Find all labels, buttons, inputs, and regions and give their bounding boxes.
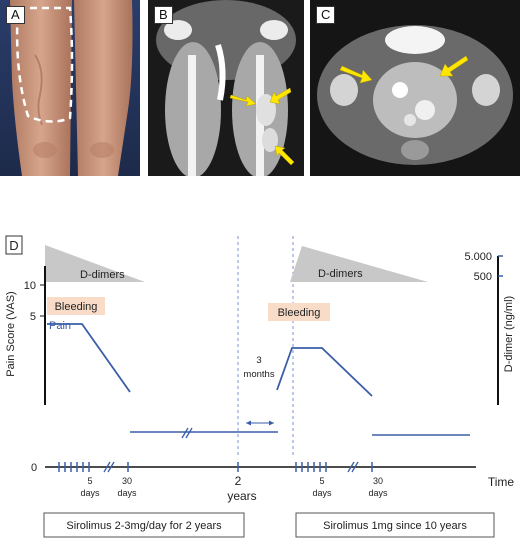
tick-label-5-2: 5	[319, 476, 324, 486]
panel-b-mri-coronal: B	[148, 0, 304, 176]
mri-axial-image	[310, 0, 520, 176]
y-tick-5: 5	[30, 311, 36, 323]
panel-label-b: B	[154, 6, 173, 24]
x-axis-label-time: Time	[488, 475, 515, 489]
pain-line-1	[47, 323, 131, 393]
sirolimus-text-right: Sirolimus 1mg since 10 years	[323, 520, 467, 532]
panel-label-a: A	[6, 6, 25, 24]
tick-label-5-1: 5	[87, 476, 92, 486]
tick-label-days-1: days	[80, 488, 100, 498]
panel-label-d: D	[9, 238, 18, 253]
bleeding-label-2: Bleeding	[278, 307, 321, 319]
d-dimers-triangle-2	[290, 246, 428, 282]
tick-label-30-1: 30	[122, 476, 132, 486]
panel-label-c: C	[316, 6, 336, 24]
sirolimus-text-left: Sirolimus 2-3mg/day for 2 years	[66, 520, 222, 532]
legs-photo-image	[0, 0, 140, 176]
pain-label: Pain	[49, 320, 71, 332]
axis-break-marks	[103, 427, 359, 473]
right-tick-5000: 5.000	[464, 251, 492, 263]
tick-label-30days-2: days	[368, 488, 388, 498]
tick-label-30-2: 30	[373, 476, 383, 486]
sirolimus-box-right	[295, 512, 495, 538]
mri-coronal-image	[148, 0, 304, 176]
tick-label-years: years	[227, 489, 256, 503]
dashed-outline-region	[15, 6, 74, 123]
arrows-yellow-c	[339, 55, 469, 84]
d-dimers-label-2: D-dimers	[318, 268, 363, 280]
tick-label-days-2: days	[312, 488, 332, 498]
bleeding-box-1	[47, 297, 105, 315]
pain-line-2	[276, 347, 373, 397]
tick-label-2: 2	[235, 474, 242, 488]
bleeding-box-2	[268, 303, 330, 321]
d-dimers-label-1: D-dimers	[80, 269, 125, 281]
gap-label-3: 3	[256, 355, 261, 366]
y-tick-10: 10	[24, 280, 36, 292]
right-tick-500: 500	[474, 271, 492, 283]
panel-d-timeline: D D-dimers D-dimers 10 5 Pain Score (VAS…	[5, 235, 515, 538]
d-dimers-triangle-1	[45, 245, 145, 282]
y-axis-left-label: Pain Score (VAS)	[5, 291, 17, 376]
panel-a-photo: A	[0, 0, 140, 176]
right-leg-shape	[74, 0, 133, 176]
tick-label-30days-1: days	[117, 488, 137, 498]
gap-label-months: months	[243, 369, 274, 380]
y-axis-right-label: D-dimer (ng/ml)	[503, 296, 515, 372]
y-tick-0: 0	[31, 462, 37, 474]
arrows-yellow-b	[229, 87, 295, 166]
ticks-group-2	[295, 462, 373, 472]
sirolimus-box-left	[43, 512, 245, 538]
bleeding-label-1: Bleeding	[55, 301, 98, 313]
panel-c-mri-axial: C	[310, 0, 520, 176]
ticks-group-1	[58, 462, 239, 472]
